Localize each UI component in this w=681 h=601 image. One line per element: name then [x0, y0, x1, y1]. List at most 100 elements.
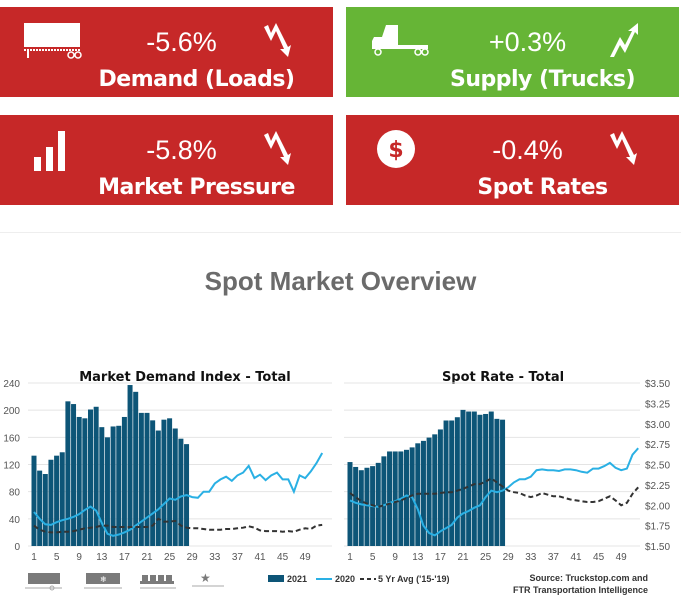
van-icon — [25, 573, 62, 591]
bar-2021-week-7 — [65, 401, 71, 546]
charts: Market Demand Index - Total 0 40 80 120 160 20… — [3, 370, 670, 595]
trend-down-icon — [262, 131, 294, 172]
legend-2021: 2021 — [287, 574, 307, 584]
bar-2021-week-20 — [454, 417, 460, 546]
y-tick-label: 80 — [9, 488, 21, 499]
x-tick-label: 13 — [412, 552, 424, 563]
bar-2021-week-18 — [127, 385, 133, 546]
y-tick-label: 200 — [3, 406, 20, 417]
bar-2021-week-17 — [121, 416, 127, 546]
bar-2021-week-25 — [483, 413, 489, 546]
bar-2021-week-10 — [82, 418, 88, 546]
y-tick-label: 160 — [3, 433, 20, 444]
y-tick-label: $3.00 — [645, 420, 670, 431]
reefer-icon: ❄ — [84, 573, 122, 589]
bar-2021-week-21 — [144, 412, 150, 546]
kpi-label: Demand (Loads) — [98, 67, 295, 92]
bar-2021-week-26 — [488, 411, 494, 546]
truck-icon — [368, 21, 430, 66]
trend-up-icon — [608, 23, 640, 64]
bar-2021-week-14 — [104, 437, 110, 546]
bar-2021-week-23 — [471, 411, 477, 546]
bar-2021-week-8 — [387, 451, 393, 546]
bar-2021-week-18 — [443, 420, 449, 546]
y-tick-label: 120 — [3, 461, 20, 472]
dollar-icon: $ — [368, 129, 430, 178]
y-tick-label: $1.75 — [645, 522, 670, 533]
section-title: Spot Market Overview — [204, 266, 477, 296]
legend-2021-swatch — [268, 575, 284, 582]
x-tick-label: 1 — [347, 552, 353, 563]
bar-2021-week-4 — [364, 467, 370, 546]
bar-chart-icon — [22, 129, 84, 178]
legend-2020: 2020 — [335, 574, 355, 584]
x-tick-label: 25 — [164, 552, 176, 563]
bar-2021-week-2 — [353, 466, 359, 546]
series-2020-line — [33, 452, 324, 537]
bar-2021-week-2 — [37, 470, 43, 546]
x-tick-label: 17 — [435, 552, 447, 563]
x-tick-label: 45 — [593, 552, 605, 563]
y-tick-label: 0 — [14, 542, 20, 553]
y-tick-label: $2.50 — [645, 461, 670, 472]
equipment-icons: ❄ ★ — [25, 571, 224, 591]
bar-2021-week-16 — [432, 434, 438, 546]
bar-2021-week-16 — [116, 425, 122, 546]
kpi-value: -5.8% — [146, 135, 217, 165]
trend-down-icon — [608, 131, 640, 172]
x-tick-label: 41 — [254, 552, 266, 563]
bar-2021-week-1 — [347, 462, 353, 546]
x-tick-label: 9 — [392, 552, 398, 563]
x-tick-label: 17 — [119, 552, 131, 563]
bar-2021-week-6 — [375, 462, 381, 546]
source-line2: FTR Transportation Intelligence — [513, 585, 648, 595]
bar-2021-week-21 — [460, 409, 466, 546]
x-tick-label: 13 — [96, 552, 108, 563]
bar-2021-week-17 — [437, 429, 443, 546]
bar-2021-week-3 — [358, 470, 364, 546]
y-tick-label: 40 — [9, 515, 21, 526]
x-tick-label: 37 — [232, 552, 244, 563]
bar-2021-week-24 — [161, 419, 167, 546]
bar-2021-week-8 — [71, 404, 77, 546]
trend-down-icon — [262, 23, 294, 64]
bar-2021-week-19 — [133, 391, 139, 546]
y-tick-label: $2.75 — [645, 440, 670, 451]
x-tick-label: 37 — [548, 552, 560, 563]
bar-2021-week-11 — [88, 409, 93, 546]
x-tick-label: 29 — [187, 552, 199, 563]
kpi-label: Market Pressure — [98, 175, 295, 200]
chart-title: Spot Rate - Total — [442, 370, 564, 385]
source-line1: Source: Truckstop.com and — [529, 573, 648, 583]
y-tick-label: $2.00 — [645, 501, 670, 512]
y-tick-label: 240 — [3, 379, 20, 390]
series-2020-line — [349, 447, 639, 537]
x-tick-label: 33 — [209, 552, 221, 563]
x-tick-label: 5 — [54, 552, 60, 563]
bar-2021-week-28 — [500, 419, 506, 546]
bar-2021-week-15 — [110, 426, 116, 546]
x-tick-label: 49 — [300, 552, 312, 563]
bar-2021-week-15 — [426, 437, 432, 546]
x-tick-label: 41 — [570, 552, 582, 563]
kpi-label: Supply (Trucks) — [449, 67, 636, 92]
bar-2021-week-12 — [93, 406, 99, 546]
kpi-card-market-pressure: -5.8% Market Pressure — [0, 115, 333, 205]
bar-2021-week-26 — [172, 428, 178, 546]
bar-2021-week-1 — [31, 455, 37, 546]
trailer-icon — [22, 21, 84, 66]
x-tick-label: 1 — [31, 552, 37, 563]
x-tick-label: 21 — [457, 552, 469, 563]
kpi-value: +0.3% — [488, 27, 567, 57]
x-tick-label: 29 — [503, 552, 515, 563]
bar-2021-week-4 — [48, 459, 54, 546]
x-tick-label: 5 — [370, 552, 376, 563]
series-5yr-avg-line — [349, 477, 639, 508]
bar-2021-week-5 — [54, 455, 60, 546]
flatbed-icon — [140, 575, 176, 589]
bar-2021-week-23 — [155, 430, 161, 546]
kpi-card-spot-rates: $ -0.4% Spot Rates — [346, 115, 679, 205]
bar-2021-week-11 — [404, 449, 409, 546]
svg-text:❄: ❄ — [100, 575, 107, 584]
spot-rate-chart: Spot Rate - Total $1.50 $1.75 $2.00 $2.25 $2.… — [344, 370, 670, 563]
